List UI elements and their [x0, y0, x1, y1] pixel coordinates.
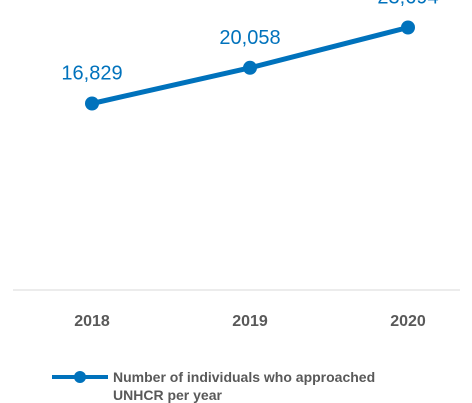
data-point-2019 [243, 60, 257, 75]
x-axis-tick-labels: 2018 2019 2020 [74, 313, 426, 330]
x-tick-label-2019: 2019 [232, 313, 268, 330]
data-point-2018 [85, 96, 99, 111]
legend: Number of individuals who approached UNH… [52, 369, 375, 403]
data-labels: 16,829 20,058 23,694 [61, 0, 438, 85]
x-tick-label-2018: 2018 [74, 313, 110, 330]
data-label-2020: 23,694 [377, 0, 438, 9]
data-point-2020 [401, 20, 415, 35]
x-tick-label-2020: 2020 [390, 313, 426, 330]
legend-point-marker [74, 371, 86, 383]
data-label-2018: 16,829 [61, 63, 122, 85]
data-label-2019: 20,058 [219, 27, 280, 49]
legend-label-line-2: UNHCR per year [113, 387, 222, 403]
legend-label-line-1: Number of individuals who approached [113, 369, 375, 385]
series-group [85, 20, 415, 111]
